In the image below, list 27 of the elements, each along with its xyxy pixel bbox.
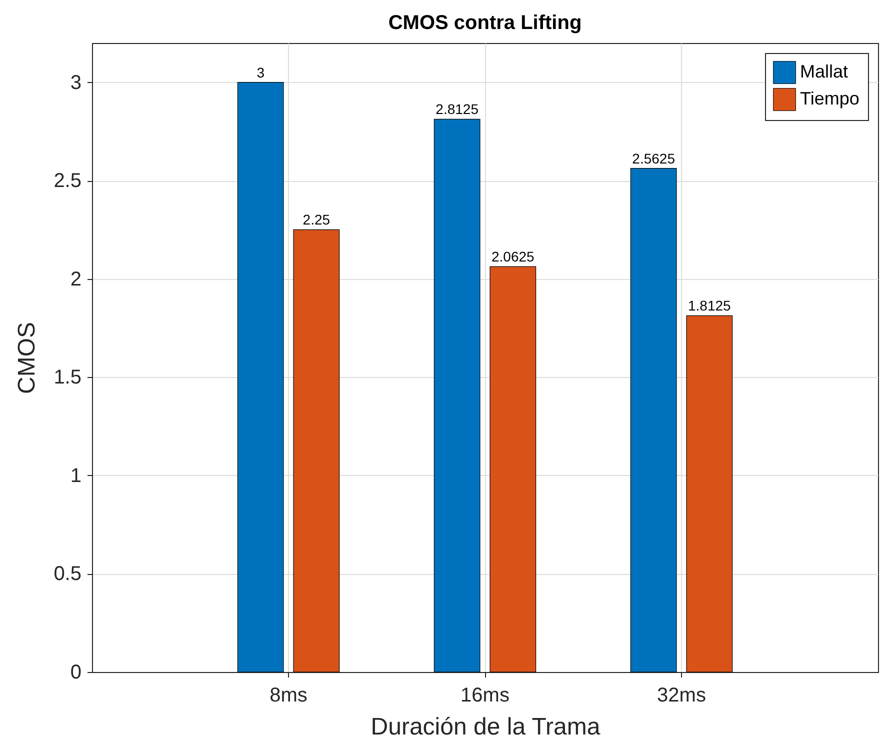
y-tick-label: 2.5 <box>54 170 82 192</box>
y-tick-label: 3 <box>70 72 82 94</box>
x-tick-label: 32ms <box>657 684 706 706</box>
data-label: 2.25 <box>302 212 330 228</box>
bar <box>434 118 480 672</box>
y-tick-label: 1.5 <box>54 366 82 389</box>
chart-title: CMOS contra Lifting <box>388 12 582 34</box>
data-label: 2.5625 <box>632 150 676 166</box>
legend-label: Tiempo <box>800 88 860 108</box>
y-axis-title: CMOS <box>14 322 41 394</box>
data-label: 2.0625 <box>492 248 535 265</box>
y-tick-label: 0.5 <box>54 563 82 586</box>
data-label: 1.8125 <box>688 298 732 314</box>
data-label: 3 <box>256 64 265 80</box>
bar <box>293 229 340 672</box>
bar <box>630 168 677 672</box>
x-tick-label: 16ms <box>460 684 510 706</box>
x-axis-title: Duración de la Trama <box>370 714 601 740</box>
x-tick-label: 8ms <box>270 684 308 706</box>
bar <box>490 266 536 672</box>
y-tick-label: 2 <box>70 268 82 290</box>
bar <box>237 82 284 672</box>
bar <box>686 315 733 672</box>
data-label: 2.8125 <box>436 101 479 118</box>
y-tick-label: 0 <box>70 662 82 684</box>
legend-label: Mallat <box>800 62 848 82</box>
y-tick-label: 1 <box>70 464 82 487</box>
